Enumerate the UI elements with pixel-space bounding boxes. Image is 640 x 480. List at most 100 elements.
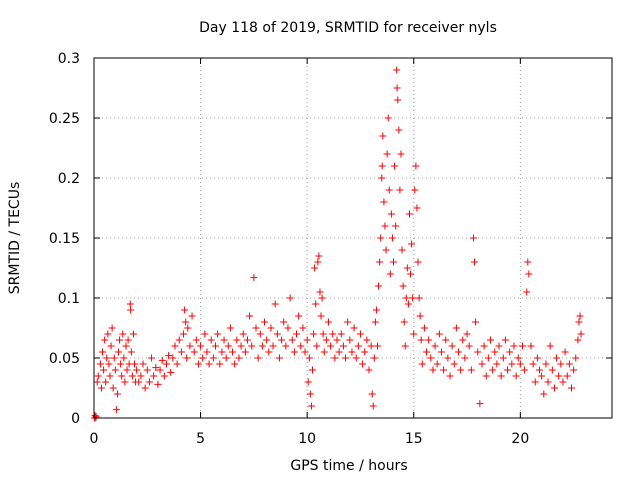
data-point [471, 258, 479, 266]
data-point [263, 336, 271, 344]
data-point [377, 234, 385, 242]
data-point [231, 360, 239, 368]
data-point [224, 342, 232, 350]
data-point [111, 366, 119, 374]
data-point [414, 258, 422, 266]
data-point [480, 342, 488, 350]
data-point [143, 366, 151, 374]
data-point [307, 402, 315, 410]
data-point [165, 352, 173, 360]
data-point [527, 342, 535, 350]
data-point [158, 356, 166, 364]
data-point [372, 306, 380, 314]
data-point [229, 348, 237, 356]
data-point [508, 360, 516, 368]
data-point [256, 330, 264, 338]
data-point [495, 342, 503, 350]
data-point [152, 364, 160, 372]
data-point [112, 406, 120, 414]
data-point [514, 354, 522, 362]
x-tick-label: 5 [196, 431, 205, 447]
data-point [192, 336, 200, 344]
data-point [409, 294, 417, 302]
data-point [398, 246, 406, 254]
data-point [101, 336, 109, 344]
data-point [416, 312, 424, 320]
data-point [521, 366, 529, 374]
data-point [386, 270, 394, 278]
data-point [261, 318, 269, 326]
data-points [90, 66, 585, 422]
data-point [308, 366, 316, 374]
data-point [371, 318, 379, 326]
data-point [400, 318, 408, 326]
x-tick-label: 0 [90, 431, 99, 447]
data-point [381, 222, 389, 230]
data-point [199, 354, 207, 362]
data-point [316, 288, 324, 296]
data-point [379, 132, 387, 140]
data-point [186, 342, 194, 350]
data-point [504, 366, 512, 374]
data-point [561, 348, 569, 356]
data-point [423, 348, 431, 356]
data-point [415, 294, 423, 302]
y-tick-label: 0.3 [58, 51, 80, 67]
data-point [128, 372, 136, 380]
data-point [570, 366, 578, 374]
data-point [183, 354, 191, 362]
data-point [127, 306, 135, 314]
data-point [563, 372, 571, 380]
data-point [524, 258, 532, 266]
data-point [394, 96, 402, 104]
data-point [446, 372, 454, 380]
data-point [169, 354, 177, 362]
data-point [167, 368, 175, 376]
data-point [407, 270, 415, 278]
data-point [435, 330, 443, 338]
data-point [327, 342, 335, 350]
y-tick-label: 0.1 [58, 291, 80, 307]
data-point [457, 366, 465, 374]
data-point [354, 342, 362, 350]
data-point [313, 342, 321, 350]
data-point [214, 330, 222, 338]
data-point [173, 360, 181, 368]
data-point [387, 210, 395, 218]
data-point [380, 198, 388, 206]
data-point [127, 348, 135, 356]
data-point [529, 360, 537, 368]
data-point [154, 380, 162, 388]
data-point [489, 366, 497, 374]
data-point [474, 348, 482, 356]
data-point [239, 330, 247, 338]
data-point [393, 66, 401, 74]
data-point [452, 324, 460, 332]
data-point [241, 348, 249, 356]
data-point [117, 360, 125, 368]
data-point [295, 312, 303, 320]
data-point [533, 354, 541, 362]
data-point [497, 372, 505, 380]
data-point [461, 354, 469, 362]
data-point [118, 372, 126, 380]
data-point [575, 318, 583, 326]
data-point [97, 384, 105, 392]
data-point [512, 372, 520, 380]
data-point [280, 318, 288, 326]
data-point [525, 270, 533, 278]
data-point [385, 186, 393, 194]
data-point [129, 330, 137, 338]
data-point [119, 330, 127, 338]
y-tick-label: 0.15 [49, 231, 80, 247]
data-point [137, 372, 145, 380]
data-point [271, 300, 279, 308]
data-point [506, 348, 514, 356]
data-point [459, 336, 467, 344]
y-axis-label: SRMTID / TECUs [7, 182, 23, 295]
data-point [337, 330, 345, 338]
data-point [246, 312, 254, 320]
data-point [369, 402, 377, 410]
data-point [108, 324, 116, 332]
